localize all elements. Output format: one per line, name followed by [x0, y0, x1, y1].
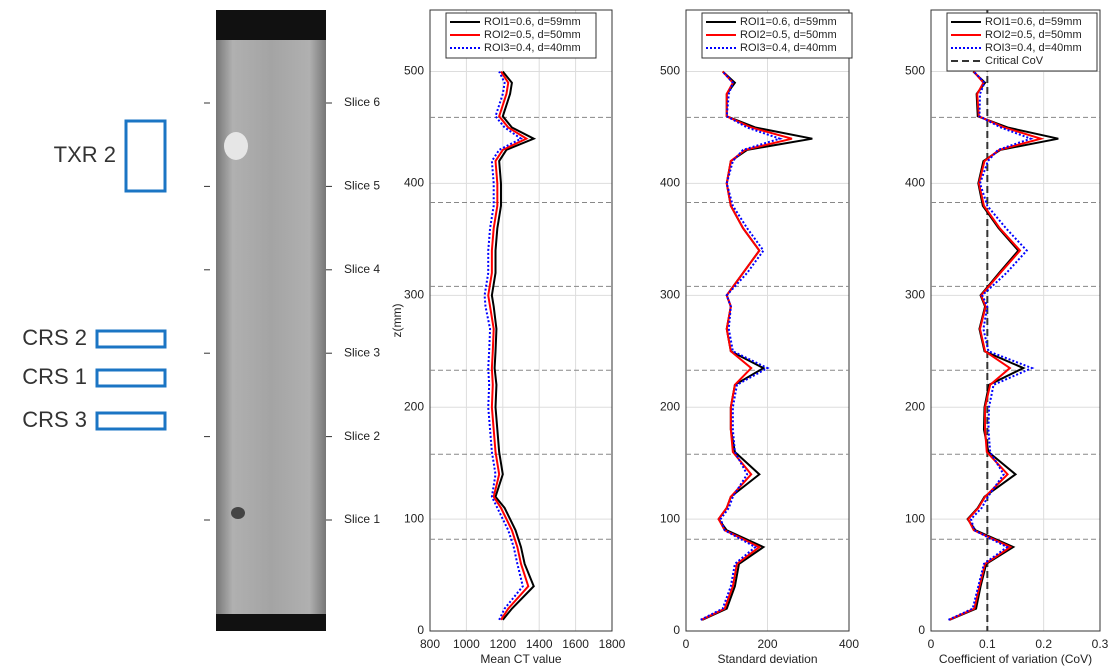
- legend-label: ROI2=0.5, d=50mm: [985, 29, 1082, 41]
- ct-image-top: [216, 10, 326, 40]
- x-axis-label: Coefficient of variation (CoV): [939, 652, 1092, 666]
- slice-label: Slice 6: [344, 95, 380, 109]
- y-tick-label: 100: [660, 511, 680, 525]
- legend-label: ROI1=0.6, d=59mm: [740, 16, 837, 28]
- y-tick-label: 0: [417, 623, 424, 637]
- x-tick-label: 800: [420, 637, 440, 651]
- y-tick-label: 200: [404, 399, 424, 413]
- legend-label: ROI3=0.4, d=40mm: [484, 42, 581, 54]
- profile-line: [950, 72, 1059, 620]
- legend-label: ROI2=0.5, d=50mm: [740, 29, 837, 41]
- legend-label: ROI1=0.6, d=59mm: [484, 16, 581, 28]
- slice-label: Slice 1: [344, 512, 380, 526]
- ct-image: [216, 10, 326, 631]
- y-tick-label: 500: [905, 64, 925, 78]
- x-tick-label: 0: [683, 637, 690, 651]
- roi-box: [126, 121, 165, 191]
- y-tick-label: 100: [905, 511, 925, 525]
- y-tick-label: 400: [660, 176, 680, 190]
- legend-label: ROI2=0.5, d=50mm: [484, 29, 581, 41]
- y-tick-label: 300: [404, 287, 424, 301]
- figure: TXR 2 CRS 2 CRS 1 CRS 3 Slice 1 Slice 2 Slice …: [0, 0, 1118, 670]
- y-tick-label: 100: [404, 511, 424, 525]
- x-tick-label: 400: [839, 637, 859, 651]
- profile-line: [488, 72, 528, 620]
- y-tick-label: 400: [404, 176, 424, 190]
- roi-label: CRS 2: [22, 325, 87, 350]
- y-tick-label: 200: [905, 399, 925, 413]
- profile-line: [701, 72, 791, 620]
- plot-frame: [931, 10, 1100, 631]
- y-tick-label: 300: [905, 287, 925, 301]
- y-tick-label: 300: [660, 287, 680, 301]
- x-axis-label: Standard deviation: [717, 652, 817, 666]
- roi-box: [97, 370, 165, 386]
- profile-line: [702, 72, 812, 620]
- slice-label: Slice 2: [344, 429, 380, 443]
- slice-label: Slice 5: [344, 179, 380, 193]
- profile-line: [948, 72, 1031, 620]
- x-tick-label: 0.2: [1035, 637, 1052, 651]
- legend-label: Critical CoV: [985, 55, 1044, 67]
- roi-label: CRS 3: [22, 407, 87, 432]
- x-tick-label: 1600: [562, 637, 589, 651]
- x-tick-label: 200: [757, 637, 777, 651]
- roi-box: [97, 331, 165, 347]
- x-tick-label: 0.3: [1092, 637, 1109, 651]
- y-tick-label: 0: [918, 623, 925, 637]
- roi-box: [97, 413, 165, 429]
- y-tick-label: 0: [673, 623, 680, 637]
- y-axis-label: z(mm): [390, 304, 404, 338]
- slice-label: Slice 4: [344, 262, 380, 276]
- roi-label: TXR 2: [54, 142, 116, 167]
- x-tick-label: 1000: [453, 637, 480, 651]
- ct-image-bottom: [216, 614, 326, 631]
- y-tick-label: 500: [404, 64, 424, 78]
- x-tick-label: 1200: [489, 637, 516, 651]
- x-tick-label: 0: [928, 637, 935, 651]
- slice-label: Slice 3: [344, 345, 380, 359]
- plot-frame: [430, 10, 612, 631]
- ct-feature: [231, 507, 245, 519]
- legend-label: ROI3=0.4, d=40mm: [740, 42, 837, 54]
- x-tick-label: 0.1: [979, 637, 996, 651]
- x-tick-label: 1800: [599, 637, 626, 651]
- ct-feature: [224, 132, 248, 160]
- y-tick-label: 400: [905, 176, 925, 190]
- y-tick-label: 500: [660, 64, 680, 78]
- legend-label: ROI1=0.6, d=59mm: [985, 16, 1082, 28]
- roi-label: CRS 1: [22, 364, 87, 389]
- x-axis-label: Mean CT value: [480, 652, 561, 666]
- x-tick-label: 1400: [526, 637, 553, 651]
- y-tick-label: 200: [660, 399, 680, 413]
- legend-label: ROI3=0.4, d=40mm: [985, 42, 1082, 54]
- profile-line: [492, 72, 534, 620]
